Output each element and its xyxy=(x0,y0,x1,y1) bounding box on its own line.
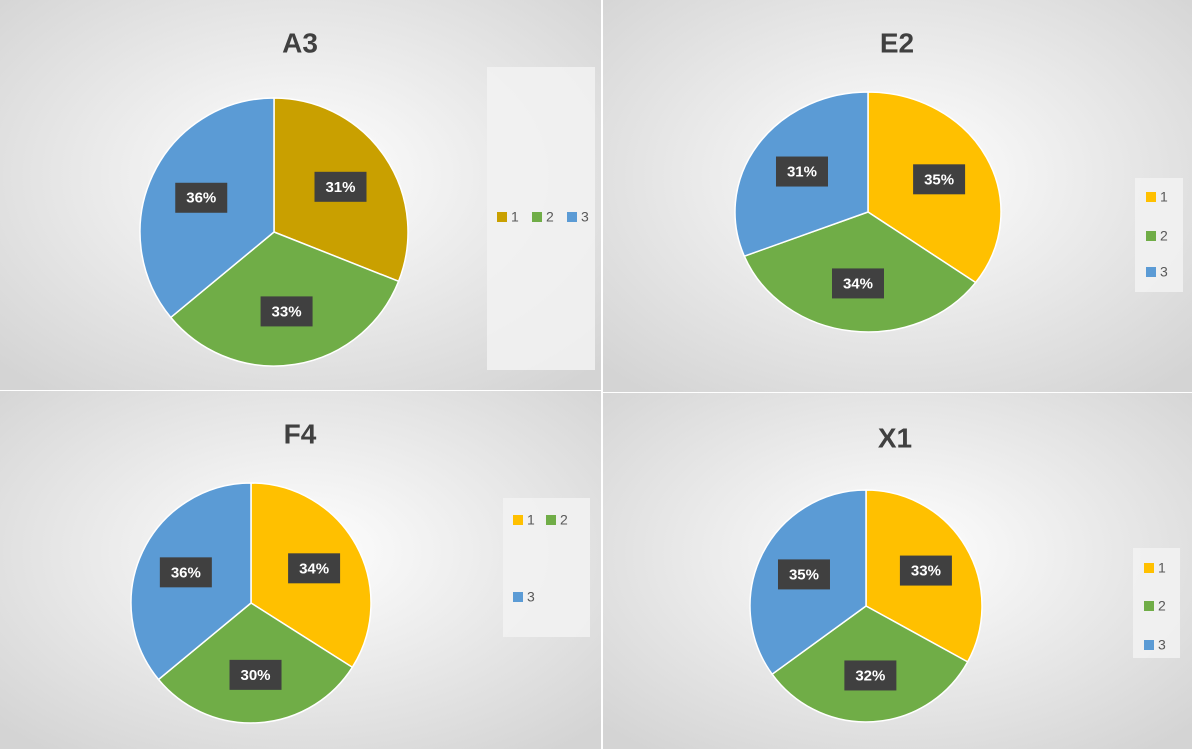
legend-label: 1 xyxy=(1158,560,1166,576)
data-label-box xyxy=(159,557,212,588)
data-label-box xyxy=(175,182,228,213)
legend-label: 3 xyxy=(527,589,535,605)
legend-label: 2 xyxy=(1160,228,1168,244)
legend-swatch xyxy=(546,515,556,525)
data-label: 30% xyxy=(241,667,271,684)
legend-swatch xyxy=(1144,563,1154,573)
legend-label: 1 xyxy=(511,209,519,225)
legend-label: 2 xyxy=(546,209,554,225)
data-label-box xyxy=(844,660,897,691)
legend-label: 1 xyxy=(527,512,535,528)
chart-title: F4 xyxy=(284,418,317,449)
legend-swatch xyxy=(513,592,523,602)
data-label-box xyxy=(899,555,952,586)
legend-label: 1 xyxy=(1160,189,1168,205)
data-label: 34% xyxy=(843,275,873,292)
data-label-box xyxy=(777,559,830,590)
legend-swatch xyxy=(532,212,542,222)
legend-box xyxy=(1133,548,1180,658)
legend-swatch xyxy=(497,212,507,222)
chart-title: X1 xyxy=(878,422,912,453)
data-label-box xyxy=(775,156,828,187)
data-label: 35% xyxy=(924,171,954,188)
data-label: 34% xyxy=(299,560,329,577)
legend-swatch xyxy=(1144,640,1154,650)
data-label: 32% xyxy=(855,667,885,684)
data-label-box xyxy=(229,659,282,690)
legend-swatch xyxy=(1146,267,1156,277)
data-label: 31% xyxy=(787,163,817,180)
legend-swatch xyxy=(1144,601,1154,611)
legend-label: 3 xyxy=(581,209,589,225)
data-label: 33% xyxy=(911,563,941,580)
data-label: 36% xyxy=(186,190,216,207)
chart-title: A3 xyxy=(282,27,318,58)
legend-label: 3 xyxy=(1158,637,1166,653)
legend-box xyxy=(1135,178,1183,292)
data-label-box xyxy=(288,553,341,584)
legend-swatch xyxy=(1146,192,1156,202)
legend-swatch xyxy=(1146,231,1156,241)
data-label-box xyxy=(831,268,884,299)
data-label: 35% xyxy=(789,566,819,583)
chart-title: E2 xyxy=(880,27,914,58)
legend-label: 3 xyxy=(1160,264,1168,280)
data-label: 36% xyxy=(171,564,201,581)
legend-swatch xyxy=(513,515,523,525)
data-label: 33% xyxy=(272,303,302,320)
legend-swatch xyxy=(567,212,577,222)
data-label-box xyxy=(314,171,367,202)
legend-label: 2 xyxy=(1158,598,1166,614)
data-label-box xyxy=(260,296,313,327)
data-label: 31% xyxy=(325,179,355,196)
data-label-box xyxy=(913,164,966,195)
legend-label: 2 xyxy=(560,512,568,528)
